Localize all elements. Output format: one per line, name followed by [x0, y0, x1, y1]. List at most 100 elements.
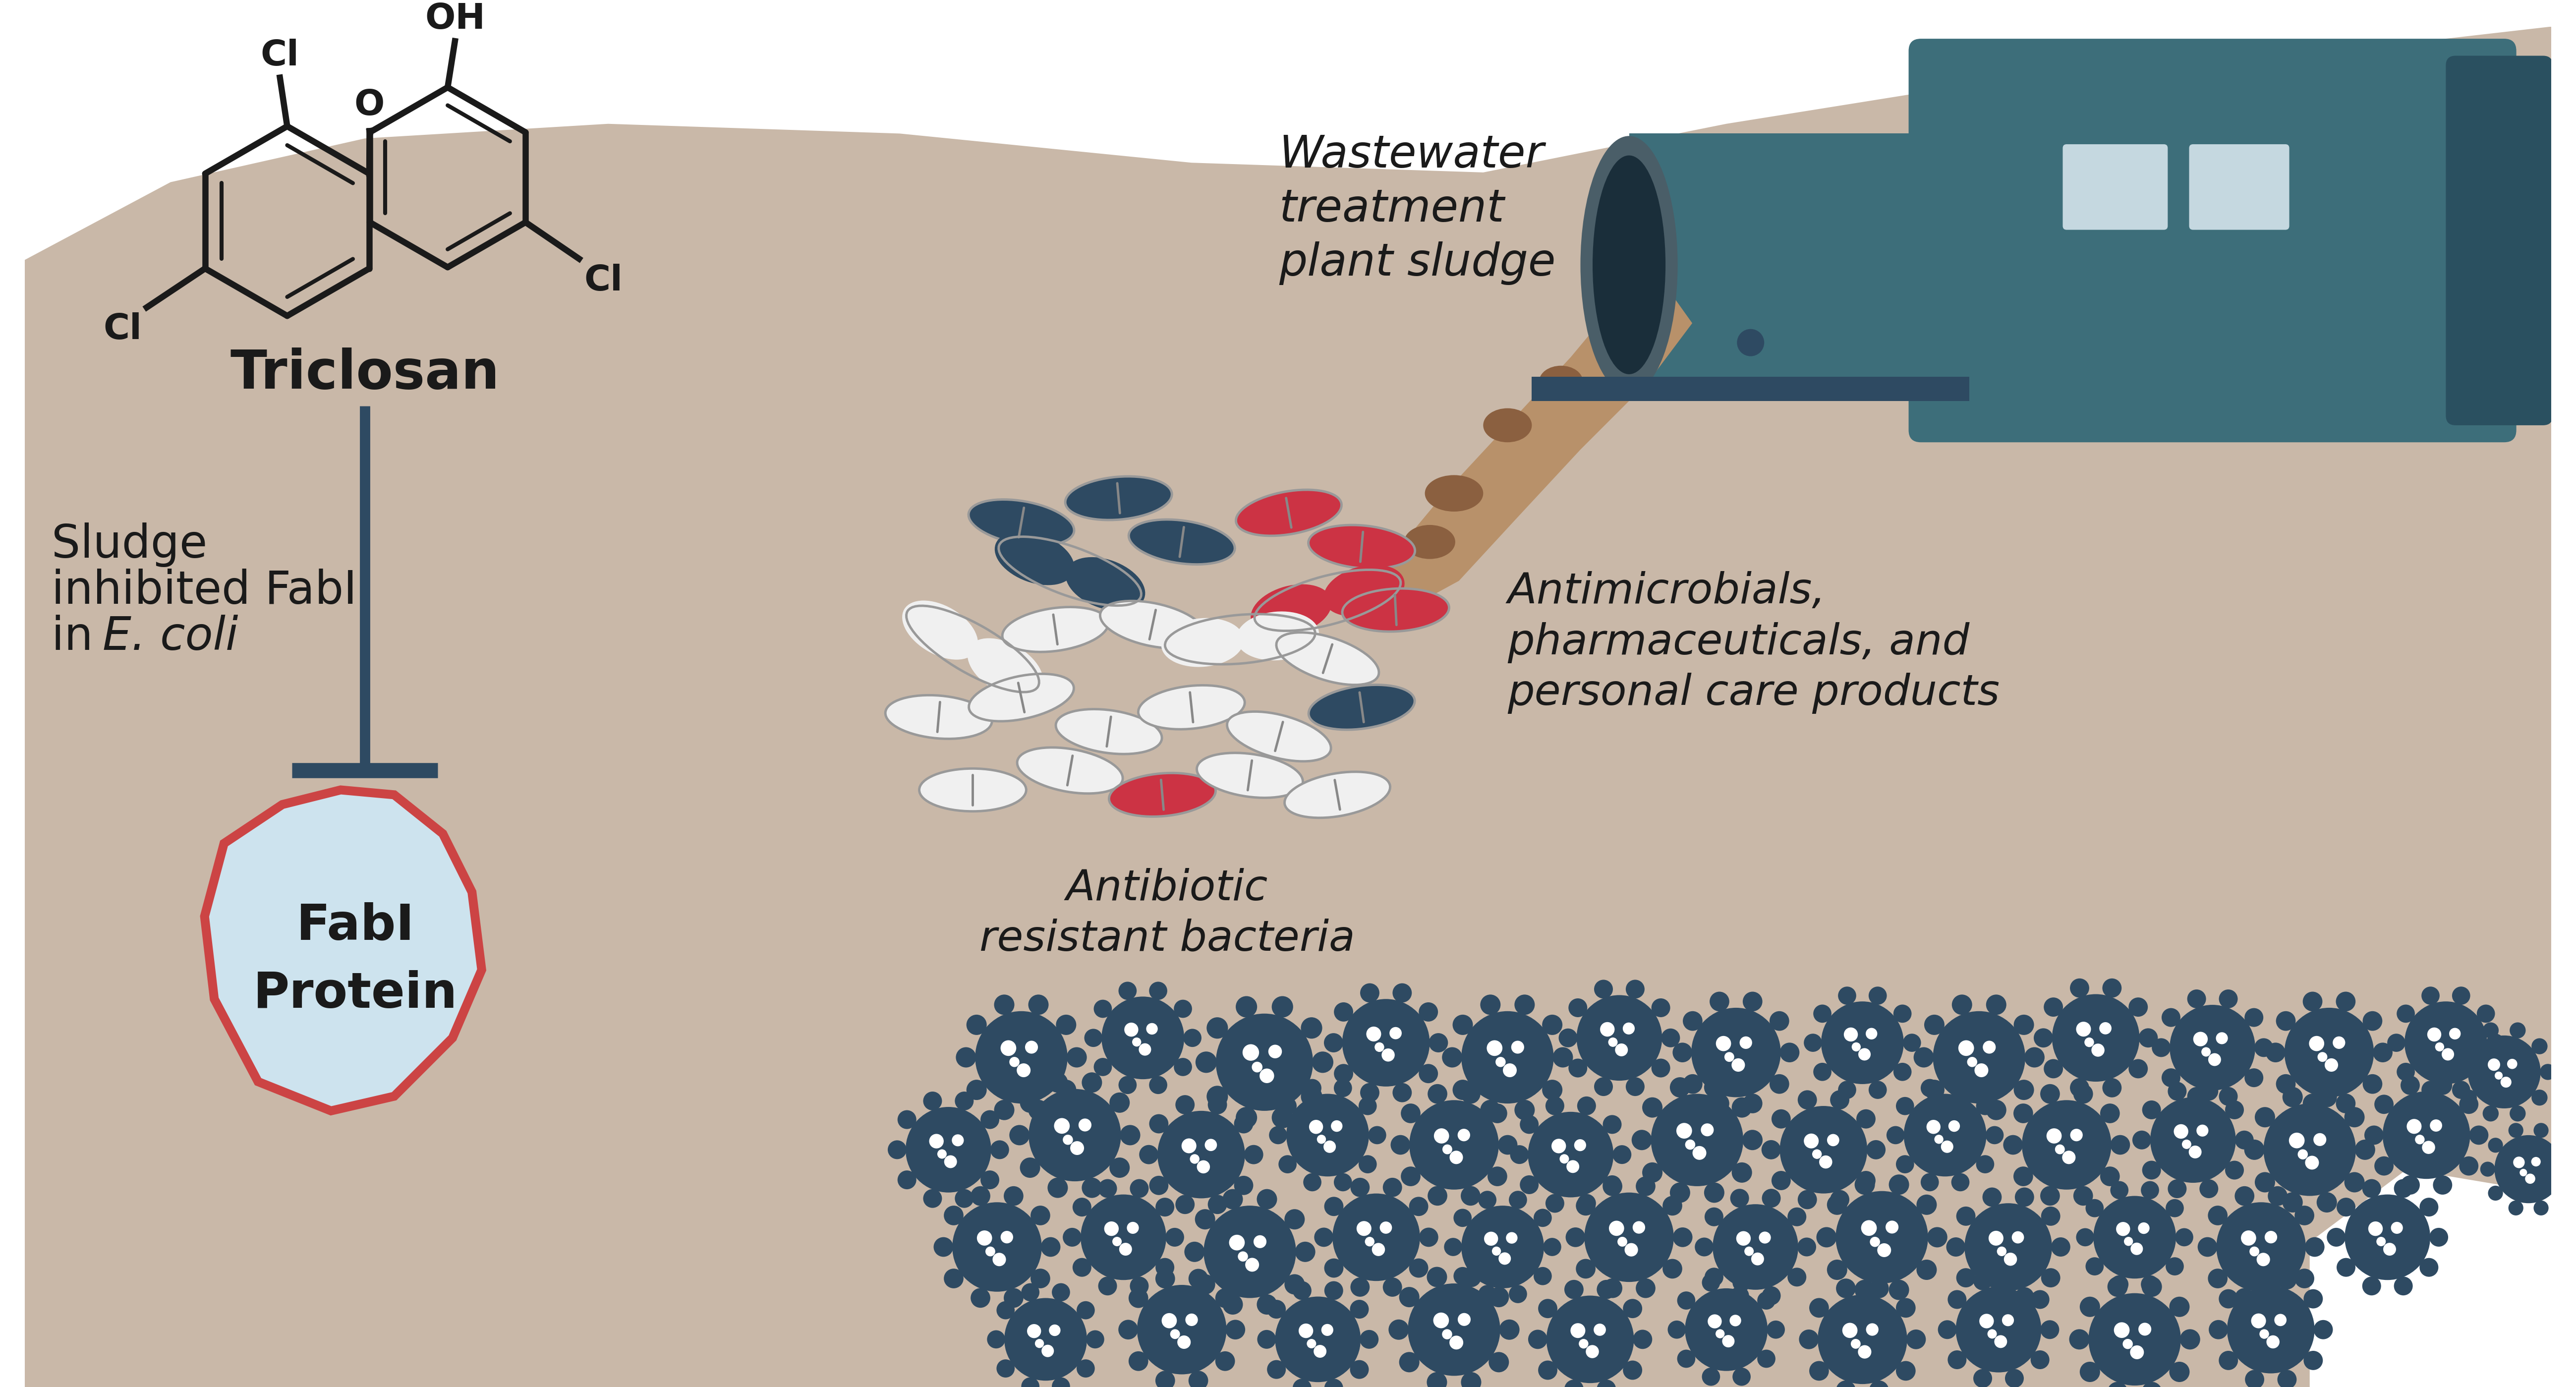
Circle shape: [2326, 1227, 2347, 1247]
Circle shape: [1520, 1175, 1538, 1194]
Circle shape: [1010, 1057, 1020, 1067]
Circle shape: [1461, 1266, 1481, 1287]
Circle shape: [1051, 1377, 1069, 1387]
Circle shape: [1208, 1194, 1226, 1214]
Circle shape: [1515, 994, 1535, 1015]
Ellipse shape: [1309, 685, 1414, 730]
Circle shape: [987, 1247, 994, 1257]
Circle shape: [1762, 1189, 1780, 1208]
Circle shape: [1079, 1118, 1092, 1132]
Circle shape: [2393, 1179, 2414, 1198]
Circle shape: [2251, 1313, 2267, 1329]
Circle shape: [2421, 986, 2439, 1004]
Circle shape: [1072, 1258, 1092, 1277]
Circle shape: [2236, 1186, 2254, 1205]
Circle shape: [2218, 989, 2239, 1008]
Circle shape: [1234, 1176, 1255, 1196]
Text: OH: OH: [425, 3, 484, 36]
Circle shape: [1048, 1178, 1069, 1198]
Ellipse shape: [1056, 709, 1162, 755]
Circle shape: [2257, 1252, 2269, 1266]
Circle shape: [2079, 1297, 2099, 1318]
Circle shape: [2488, 1137, 2504, 1153]
Circle shape: [1383, 1277, 1401, 1297]
Circle shape: [1293, 1379, 1311, 1387]
Circle shape: [2169, 1179, 2187, 1198]
Circle shape: [1458, 1129, 1471, 1142]
Circle shape: [1453, 1209, 1471, 1227]
Circle shape: [896, 1171, 917, 1189]
Circle shape: [2014, 1287, 2035, 1307]
Circle shape: [1028, 994, 1048, 1015]
Circle shape: [1546, 1194, 1564, 1212]
Circle shape: [2084, 1037, 2094, 1047]
Circle shape: [1203, 1205, 1296, 1298]
Circle shape: [1989, 1230, 2004, 1246]
Circle shape: [1056, 1079, 1077, 1100]
Text: Wastewater
treatment
plant sludge: Wastewater treatment plant sludge: [1280, 133, 1556, 284]
Circle shape: [1097, 1276, 1118, 1295]
Circle shape: [2074, 1085, 2094, 1104]
Circle shape: [1857, 1110, 1875, 1129]
Circle shape: [2561, 1162, 2576, 1176]
Circle shape: [1986, 1126, 2004, 1144]
Circle shape: [1953, 1100, 1973, 1121]
Circle shape: [1762, 1140, 1780, 1160]
Circle shape: [2460, 1039, 2478, 1054]
Circle shape: [2107, 1276, 2128, 1297]
Circle shape: [976, 1230, 992, 1246]
Circle shape: [1770, 1074, 1790, 1094]
Circle shape: [1139, 1144, 1159, 1164]
Circle shape: [1788, 1208, 1806, 1226]
Circle shape: [1553, 1047, 1574, 1068]
Ellipse shape: [1198, 753, 1303, 798]
Circle shape: [1744, 1247, 1754, 1257]
Circle shape: [1788, 1268, 1806, 1287]
Circle shape: [1767, 1320, 1785, 1338]
Circle shape: [1324, 1258, 1345, 1277]
Circle shape: [1157, 1111, 1244, 1198]
Circle shape: [2115, 1322, 2130, 1338]
Circle shape: [2290, 1133, 2306, 1148]
Circle shape: [1757, 1291, 1775, 1309]
Circle shape: [1682, 1074, 1703, 1094]
Polygon shape: [1376, 288, 1692, 610]
Circle shape: [2303, 1093, 2324, 1114]
Circle shape: [1613, 1146, 1631, 1164]
Circle shape: [1502, 1064, 1517, 1078]
Circle shape: [1896, 1298, 1917, 1318]
Circle shape: [2259, 1329, 2269, 1338]
Circle shape: [1419, 1003, 1437, 1022]
Ellipse shape: [1285, 771, 1391, 818]
Circle shape: [1940, 1140, 1953, 1153]
Circle shape: [1734, 1368, 1752, 1386]
Circle shape: [2540, 1064, 2555, 1080]
Circle shape: [2450, 1028, 2460, 1039]
Circle shape: [2128, 1060, 2148, 1078]
Circle shape: [2362, 1074, 2383, 1094]
Circle shape: [2553, 1137, 2568, 1153]
Circle shape: [2421, 1080, 2439, 1099]
Circle shape: [2509, 1022, 2524, 1039]
Ellipse shape: [1582, 136, 1677, 394]
Circle shape: [2432, 1076, 2452, 1094]
Circle shape: [2308, 1036, 2324, 1051]
Circle shape: [2182, 1140, 2192, 1148]
Circle shape: [930, 1135, 943, 1148]
Ellipse shape: [969, 638, 1043, 698]
Circle shape: [1260, 1068, 1275, 1083]
Circle shape: [1020, 1283, 1041, 1301]
Circle shape: [1672, 1043, 1692, 1062]
Circle shape: [1314, 1345, 1327, 1358]
Circle shape: [2244, 1370, 2264, 1387]
Circle shape: [987, 1330, 1005, 1348]
Circle shape: [992, 1252, 1007, 1266]
Circle shape: [1285, 1094, 1368, 1176]
FancyBboxPatch shape: [2063, 144, 2169, 230]
Circle shape: [2053, 994, 2141, 1082]
Circle shape: [2218, 1289, 2239, 1308]
Circle shape: [1365, 1237, 1376, 1247]
Circle shape: [2030, 1351, 2050, 1369]
Circle shape: [1705, 1183, 1723, 1203]
Circle shape: [1278, 1097, 1296, 1115]
